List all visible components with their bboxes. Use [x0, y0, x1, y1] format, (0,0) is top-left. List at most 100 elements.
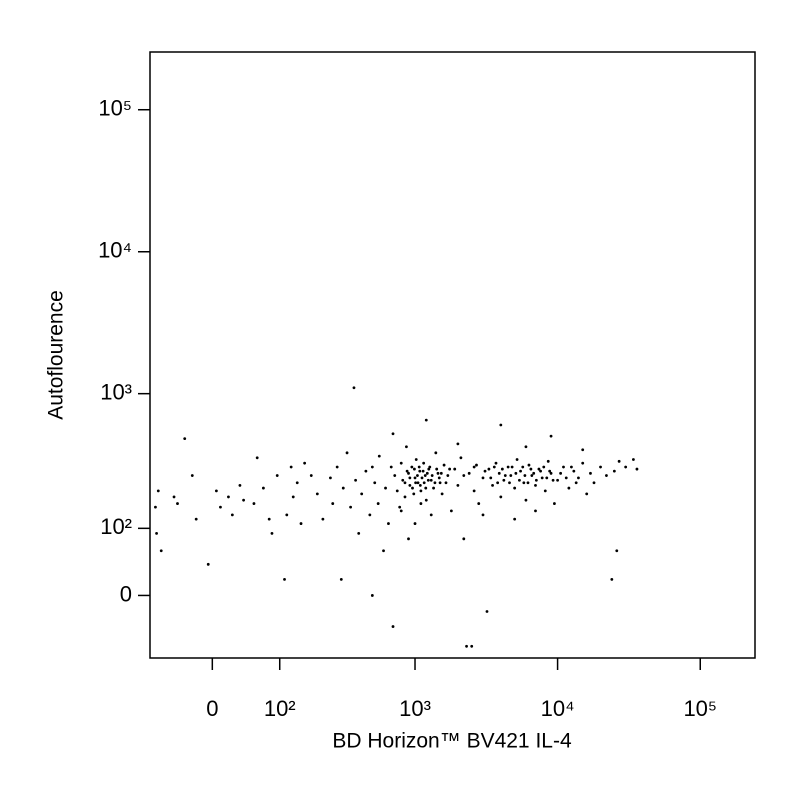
- point: [448, 467, 452, 471]
- point: [592, 481, 596, 485]
- point: [585, 492, 589, 496]
- point: [156, 489, 160, 493]
- point: [176, 502, 179, 505]
- point: [472, 465, 476, 469]
- point: [424, 418, 428, 422]
- point: [420, 476, 424, 480]
- point: [549, 434, 553, 438]
- point: [487, 467, 491, 471]
- point: [624, 465, 628, 469]
- point: [412, 492, 416, 496]
- point: [470, 644, 474, 648]
- point: [437, 476, 441, 480]
- point: [416, 481, 420, 485]
- point: [393, 474, 397, 477]
- point: [534, 478, 538, 482]
- point: [483, 469, 487, 473]
- point: [384, 486, 387, 490]
- point: [581, 461, 585, 465]
- point: [398, 505, 402, 509]
- point: [515, 458, 519, 461]
- point: [446, 474, 450, 477]
- point: [436, 471, 440, 475]
- point: [413, 522, 417, 525]
- point: [442, 463, 446, 467]
- point: [543, 489, 547, 493]
- point: [551, 478, 555, 482]
- point: [407, 471, 410, 475]
- point: [370, 465, 374, 469]
- point: [270, 532, 274, 535]
- point: [382, 549, 385, 553]
- point: [549, 471, 553, 475]
- point: [502, 478, 506, 482]
- point: [508, 481, 511, 485]
- point: [524, 445, 528, 449]
- point: [423, 474, 427, 477]
- point: [497, 471, 501, 475]
- point: [524, 498, 528, 502]
- point: [615, 549, 619, 553]
- point: [422, 481, 426, 485]
- point: [429, 478, 433, 482]
- point: [434, 451, 438, 455]
- point: [438, 481, 442, 485]
- x-tick-label: 0: [206, 696, 218, 721]
- y-tick-label: 10²: [100, 514, 132, 539]
- point: [567, 486, 571, 490]
- point: [242, 498, 245, 502]
- point: [416, 474, 419, 477]
- point: [424, 498, 428, 502]
- point: [283, 577, 286, 581]
- point: [477, 502, 481, 505]
- point: [574, 481, 578, 485]
- point: [399, 509, 403, 513]
- point: [413, 476, 417, 480]
- point: [183, 437, 187, 441]
- point: [411, 486, 414, 490]
- point: [309, 474, 313, 477]
- point: [537, 467, 541, 471]
- point: [419, 489, 423, 493]
- point: [429, 513, 433, 517]
- point: [529, 467, 533, 471]
- point: [172, 495, 176, 499]
- point: [267, 517, 271, 521]
- point: [430, 474, 434, 477]
- point: [155, 532, 158, 535]
- point: [635, 467, 639, 471]
- point: [391, 625, 395, 628]
- point: [399, 461, 403, 465]
- point: [339, 577, 343, 581]
- point: [499, 423, 503, 427]
- point: [440, 492, 444, 496]
- point: [190, 474, 194, 477]
- point: [405, 469, 409, 473]
- point: [509, 474, 513, 477]
- point: [419, 502, 423, 505]
- point: [405, 445, 408, 449]
- point: [499, 495, 503, 499]
- point: [291, 495, 295, 499]
- point: [403, 495, 407, 499]
- x-tick-label: 10⁴: [541, 696, 575, 721]
- point: [401, 478, 405, 482]
- point: [335, 465, 339, 469]
- point: [407, 537, 410, 541]
- point: [403, 481, 407, 485]
- point: [459, 456, 463, 460]
- y-tick-label: 0: [120, 581, 132, 606]
- point: [572, 469, 576, 473]
- point: [238, 483, 242, 487]
- point: [500, 467, 504, 471]
- point: [542, 465, 546, 469]
- point: [475, 463, 478, 467]
- point: [564, 476, 568, 480]
- point: [496, 481, 500, 485]
- point: [255, 456, 259, 460]
- point: [357, 532, 361, 535]
- point: [539, 469, 542, 473]
- point: [513, 486, 517, 490]
- point: [485, 610, 489, 613]
